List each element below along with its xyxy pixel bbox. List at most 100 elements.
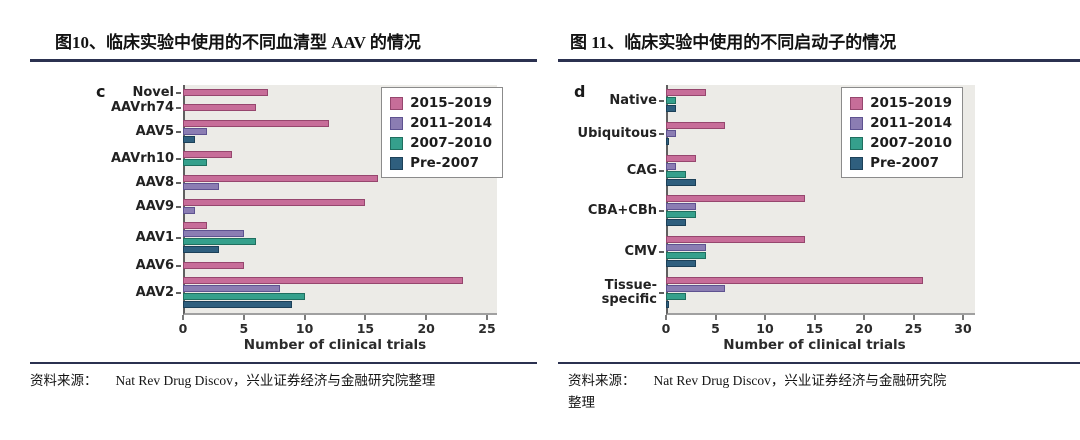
- x-tick-mark: [425, 315, 428, 320]
- category-tick: [659, 169, 664, 172]
- bar: [666, 284, 726, 292]
- figure-panel-promoters: 图 11、临床实验中使用的不同启动子的情况 d 2015–2019 2011–201…: [558, 24, 1080, 410]
- category-label: AAV2: [135, 285, 174, 301]
- chart-row: CBA+CBh: [558, 192, 1080, 230]
- bar: [666, 105, 676, 113]
- legend-item: Pre-2007: [850, 153, 952, 173]
- bar: [666, 251, 706, 259]
- category-tick: [176, 130, 181, 133]
- x-tick-label: 20: [417, 321, 435, 336]
- bar: [183, 151, 232, 159]
- source-divider: [30, 362, 537, 364]
- bar: [183, 104, 256, 112]
- category-label: CAG: [626, 162, 657, 178]
- x-axis-label: Number of clinical trials: [723, 337, 906, 353]
- category-tick: [176, 205, 181, 208]
- chart-row: AAV2: [30, 274, 537, 312]
- bar: [183, 238, 256, 246]
- chart-row: AAVrh10: [30, 148, 537, 170]
- x-tick-mark: [486, 315, 488, 320]
- bar: [666, 211, 696, 219]
- bar-chart-promoters: d 2015–2019 2011–2014 2007–2010 Pre-2007 Nati…: [558, 82, 1080, 355]
- x-tick-label: 0: [661, 321, 671, 336]
- bar: [183, 246, 220, 254]
- category-tick: [659, 250, 664, 253]
- legend-swatch-icon: [390, 96, 404, 110]
- bar: [183, 159, 208, 167]
- legend-swatch-icon: [850, 96, 864, 110]
- legend-swatch-icon: [390, 156, 404, 170]
- category-label: AAV9: [135, 198, 174, 214]
- category-label: Tissue- specific: [601, 277, 657, 307]
- category-tick: [659, 132, 664, 135]
- bar: [666, 276, 924, 284]
- legend-item: 2007–2010: [850, 133, 952, 153]
- legend-swatch-icon: [390, 116, 404, 130]
- bar-chart-serotypes: c 2015–2019 2011–2014 2007–2010 Pre-2007 Nove…: [30, 82, 537, 355]
- category-tick: [176, 107, 181, 110]
- category-tick: [659, 100, 664, 103]
- chart-rows: Native Ubiquitous CAG CBA+CBh CMV Tissue- spe…: [558, 85, 1080, 313]
- bar: [183, 277, 463, 285]
- category-label: Native: [609, 93, 657, 109]
- chart-row: AAV9: [30, 196, 537, 218]
- bar: [183, 119, 329, 127]
- legend-item: Pre-2007: [390, 153, 492, 173]
- bar: [666, 178, 696, 186]
- bar: [666, 121, 726, 129]
- x-tick-mark: [863, 315, 865, 320]
- category-tick: [176, 158, 181, 161]
- legend-label: 2007–2010: [410, 135, 492, 151]
- chart-legend: 2015–2019 2011–2014 2007–2010 Pre-2007: [841, 87, 963, 178]
- chart-row: AAV1: [30, 219, 537, 257]
- bar: [183, 222, 208, 230]
- x-tick-label: 30: [954, 321, 972, 336]
- bar: [183, 174, 378, 182]
- legend-swatch-icon: [850, 156, 864, 170]
- legend-label: 2007–2010: [870, 135, 952, 151]
- bar: [666, 292, 686, 300]
- bar: [666, 243, 706, 251]
- legend-item: 2015–2019: [390, 93, 492, 113]
- x-tick-mark: [242, 315, 245, 320]
- bar: [183, 261, 244, 269]
- source-note: 资料来源： Nat Rev Drug Discov，兴业证券经济与金融研究院 整理: [558, 370, 1080, 414]
- category-tick: [176, 237, 181, 240]
- bar: [183, 135, 196, 143]
- panel-letter: c: [96, 82, 106, 101]
- category-label: CMV: [624, 243, 657, 259]
- category-label: AAVrh10: [110, 151, 174, 167]
- bar: [666, 170, 686, 178]
- category-tick: [659, 210, 664, 213]
- category-label: AAV8: [135, 174, 174, 190]
- bar: [183, 127, 208, 135]
- source-divider: [558, 362, 1080, 364]
- category-label: CBA+CBh: [587, 203, 657, 219]
- x-tick-label: 5: [239, 321, 249, 336]
- x-tick-label: 25: [478, 321, 496, 336]
- source-text: Nat Rev Drug Discov，兴业证券经济与金融研究院整理: [115, 373, 436, 388]
- x-tick-mark: [714, 315, 717, 320]
- category-label: Novel: [132, 84, 174, 100]
- category-tick: [176, 91, 181, 94]
- bar: [183, 230, 244, 238]
- figure-panel-aav-serotypes: 图10、临床实验中使用的不同血清型 AAV 的情况 c 2015–2019 2011…: [30, 24, 537, 388]
- bar: [666, 300, 669, 308]
- x-tick-label: 15: [805, 321, 824, 336]
- chart-row: CAG: [558, 152, 1080, 190]
- x-tick-label: 10: [295, 321, 314, 336]
- legend-swatch-icon: [850, 136, 864, 150]
- source-note: 资料来源： Nat Rev Drug Discov，兴业证券经济与金融研究院整理: [30, 370, 537, 392]
- chart-row: Native: [558, 86, 1080, 116]
- category-tick: [176, 181, 181, 184]
- chart-row: Tissue- specific: [558, 274, 1080, 312]
- bar: [666, 137, 669, 145]
- chart-row: AAV5: [30, 117, 537, 147]
- bar: [666, 162, 676, 170]
- category-tick: [176, 264, 181, 267]
- figure-title: 图10、临床实验中使用的不同血清型 AAV 的情况: [55, 33, 421, 52]
- legend-label: 2011–2014: [870, 115, 952, 131]
- x-tick-mark: [962, 315, 964, 320]
- bar: [666, 129, 676, 137]
- legend-item: 2007–2010: [390, 133, 492, 153]
